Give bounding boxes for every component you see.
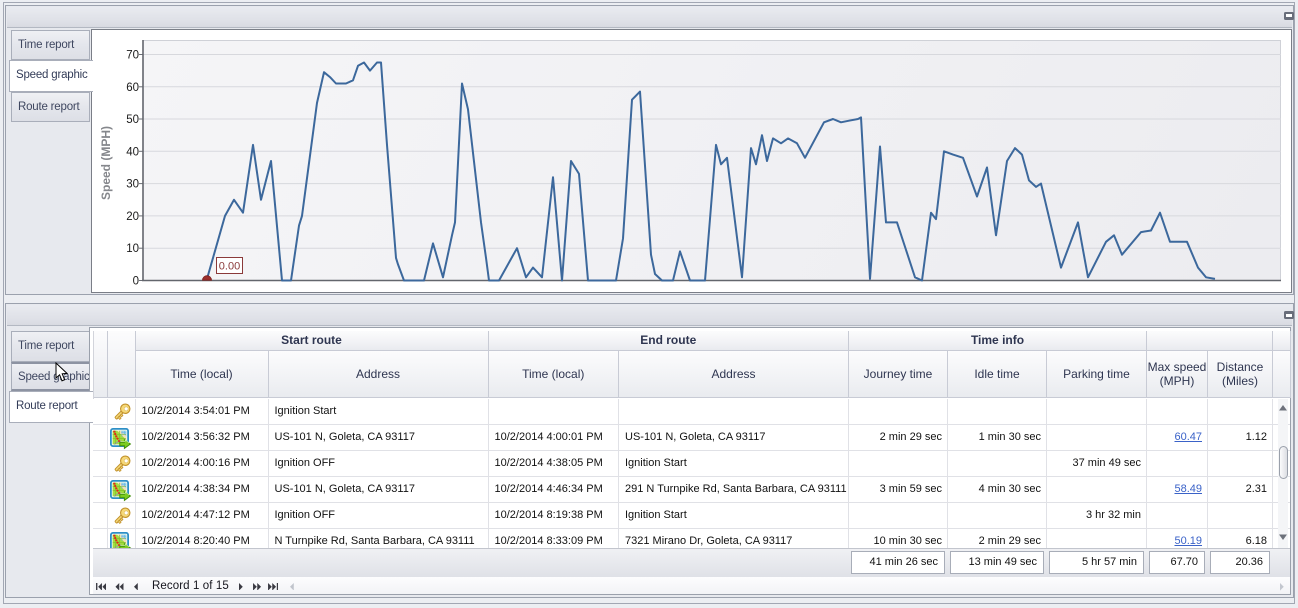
svg-text:Speed (MPH): Speed (MPH) [99, 126, 113, 200]
svg-text:60: 60 [126, 82, 139, 94]
svg-text:70: 70 [126, 50, 139, 62]
svg-text:0: 0 [133, 276, 139, 288]
svg-text:40: 40 [126, 146, 139, 158]
svg-text:30: 30 [126, 179, 139, 191]
svg-text:20: 20 [126, 211, 139, 223]
svg-text:50: 50 [126, 114, 139, 126]
svg-text:10: 10 [126, 243, 139, 255]
svg-text:0.00: 0.00 [219, 261, 240, 273]
